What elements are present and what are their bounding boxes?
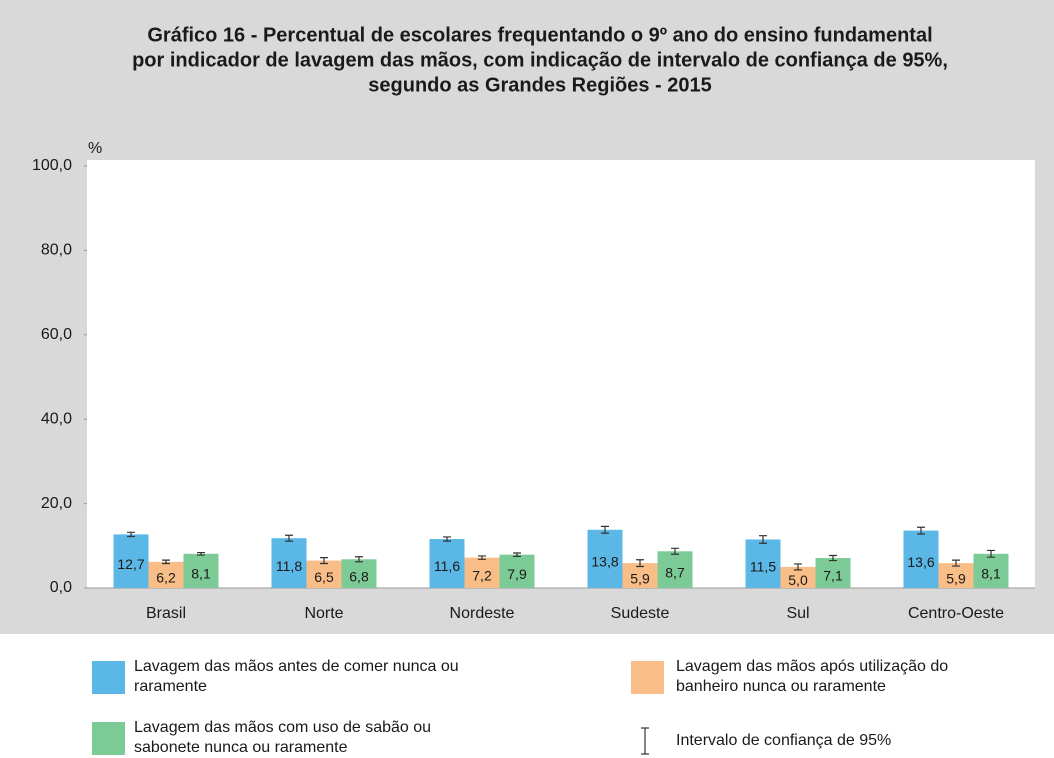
error-bar	[285, 534, 293, 542]
y-tick-label: 0,0	[50, 579, 72, 596]
error-bar	[671, 547, 679, 555]
bar	[464, 557, 500, 588]
bar	[341, 559, 377, 588]
error-bar	[601, 525, 609, 534]
error-bar	[829, 554, 837, 562]
y-tick-label: 40,0	[41, 410, 72, 427]
legend-label: Lavagem das mãos após utilização do banh…	[676, 658, 949, 695]
value-label: 5,0	[788, 572, 808, 588]
bar	[429, 539, 465, 588]
value-label: 13,8	[591, 554, 618, 570]
bar	[306, 560, 342, 588]
x-tick-label: Brasil	[146, 605, 186, 622]
bar	[657, 551, 693, 588]
chart-title: Gráfico 16 - Percentual de escolares fre…	[147, 24, 932, 46]
bar	[587, 529, 623, 588]
error-bar	[952, 559, 960, 567]
bar	[745, 539, 781, 588]
value-label: 11,8	[276, 558, 302, 574]
value-label: 8,1	[191, 566, 211, 582]
y-tick-label: 80,0	[41, 242, 72, 259]
value-label: 6,8	[349, 568, 369, 584]
legend-label: Lavagem das mãos com uso de sabão ou sab…	[134, 719, 432, 756]
error-bar	[987, 549, 995, 558]
bar	[780, 566, 816, 588]
error-bar	[513, 552, 521, 557]
error-bar	[320, 557, 328, 565]
value-label: 8,1	[981, 566, 1001, 582]
x-tick-label: Centro-Oeste	[908, 605, 1004, 622]
error-bar	[636, 559, 644, 568]
bar	[973, 553, 1009, 588]
error-bar	[917, 526, 925, 535]
value-label: 7,2	[472, 568, 492, 584]
x-tick-label: Sul	[786, 605, 809, 622]
value-label: 13,6	[907, 554, 934, 570]
value-label: 6,5	[314, 569, 334, 585]
bar	[113, 534, 149, 588]
error-bar	[478, 555, 486, 560]
value-label: 12,7	[117, 556, 144, 572]
chart-title: por indicador de lavagem das mãos, com i…	[132, 49, 948, 71]
error-bar	[759, 535, 767, 544]
bar	[499, 554, 535, 588]
bar	[271, 538, 307, 588]
y-tick-label: 60,0	[41, 326, 72, 343]
x-tick-label: Sudeste	[611, 605, 670, 622]
error-bar	[355, 556, 363, 563]
y-tick-label: 100,0	[32, 157, 72, 174]
value-label: 6,2	[156, 570, 176, 586]
error-bar	[443, 536, 451, 542]
value-label: 8,7	[665, 564, 685, 580]
bar	[148, 561, 184, 588]
legend-swatch	[631, 661, 664, 694]
error-bar	[162, 559, 170, 565]
bar	[622, 563, 658, 588]
legend-label: Intervalo de confiança de 95%	[676, 732, 892, 749]
value-label: 7,1	[823, 568, 843, 584]
y-axis-label: %	[88, 140, 102, 157]
value-label: 11,5	[750, 558, 776, 574]
legend-error-icon	[641, 727, 649, 755]
legend-swatch	[92, 722, 125, 755]
bar	[938, 563, 974, 588]
bar	[903, 530, 939, 588]
value-label: 5,9	[946, 570, 966, 586]
value-label: 7,9	[507, 566, 527, 582]
x-tick-label: Norte	[304, 605, 343, 622]
value-label: 11,6	[434, 558, 460, 574]
x-tick-label: Nordeste	[450, 605, 515, 622]
bar	[815, 558, 851, 588]
error-bar	[127, 531, 135, 538]
chart-title: segundo as Grandes Regiões - 2015	[368, 74, 711, 96]
legend-label: Lavagem das mãos antes de comer nunca ou…	[134, 658, 459, 695]
bar	[183, 553, 219, 588]
plot-area	[87, 160, 1035, 588]
error-bar	[197, 551, 205, 556]
value-label: 5,9	[630, 570, 650, 586]
legend-swatch	[92, 661, 125, 694]
error-bar	[794, 563, 802, 571]
y-tick-label: 20,0	[41, 495, 72, 512]
